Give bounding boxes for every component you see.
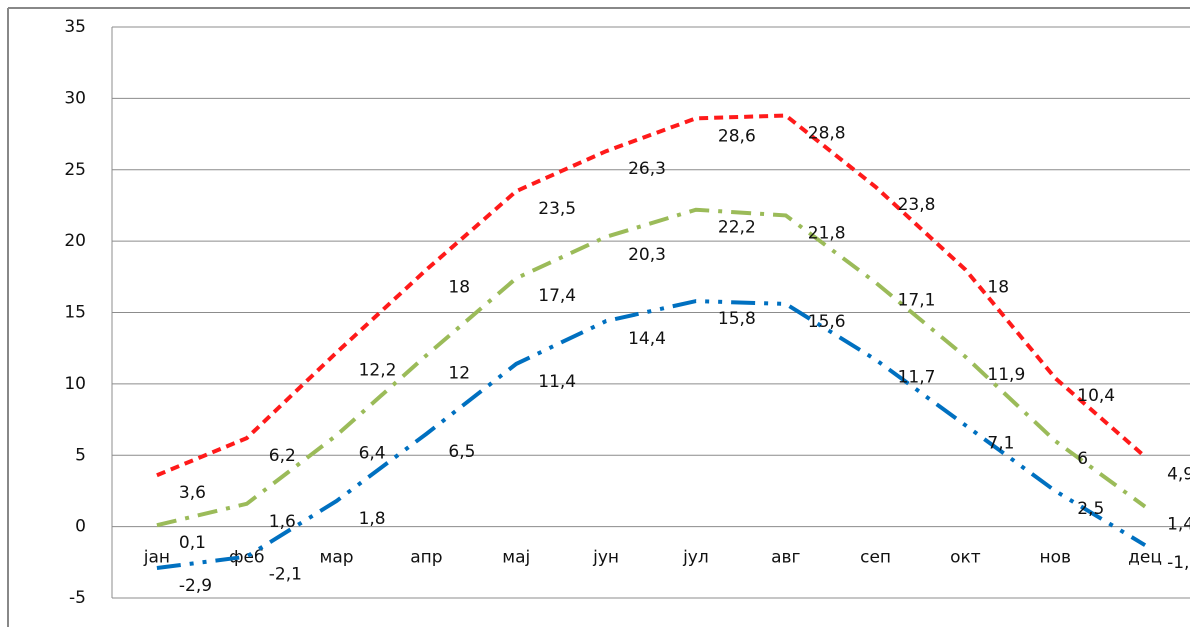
data-label: 15,6 (808, 312, 846, 332)
data-label: 6,4 (359, 443, 386, 463)
series-line (156, 299, 1147, 571)
x-tick-label: јул (682, 548, 709, 568)
data-label: 12,2 (359, 360, 397, 380)
data-label: 4,9 (1167, 465, 1190, 485)
x-tick-label: апр (410, 548, 442, 568)
data-label: -1,3 (1167, 553, 1190, 573)
data-label: 2,5 (1077, 499, 1104, 519)
data-label: 20,3 (628, 245, 666, 265)
data-label: 1,8 (359, 509, 386, 529)
data-label: 21,8 (808, 223, 846, 243)
data-label: 28,6 (718, 126, 756, 146)
data-label: 17,1 (898, 291, 936, 311)
data-label: -2,1 (269, 565, 302, 585)
data-label: 11,4 (538, 372, 576, 392)
x-tick-label: јун (592, 548, 619, 568)
data-label: 12 (448, 363, 470, 383)
data-label: 23,5 (538, 199, 576, 219)
y-tick-label: 20 (64, 231, 86, 251)
x-tick-label: нов (1039, 548, 1071, 568)
x-tick-label: сеп (860, 548, 891, 568)
x-tick-label: мај (502, 548, 530, 568)
series-line (156, 113, 1147, 478)
y-tick-label: 5 (75, 445, 86, 465)
x-tick-label: мар (320, 548, 354, 568)
data-label: 15,8 (718, 309, 756, 329)
data-label: 14,4 (628, 329, 666, 349)
data-label: 3,6 (179, 483, 206, 503)
data-label: 10,4 (1077, 386, 1115, 406)
data-label: 7,1 (987, 433, 1014, 453)
y-tick-label: 25 (64, 160, 86, 180)
data-label: 22,2 (718, 218, 756, 238)
data-label: 11,9 (987, 365, 1025, 385)
x-tick-label: окт (950, 548, 981, 568)
y-tick-label: -5 (69, 588, 86, 608)
data-label: 17,4 (538, 286, 576, 306)
y-tick-label: 10 (64, 374, 86, 394)
x-tick-label: авг (771, 548, 800, 568)
x-tick-label: феб (229, 548, 264, 568)
data-label: 6,5 (448, 442, 475, 462)
y-tick-label: 0 (75, 517, 86, 537)
data-label: 6,2 (269, 446, 296, 466)
y-tick-label: 35 (64, 17, 86, 37)
data-label: 1,4 (1167, 515, 1190, 535)
x-tick-label: јан (143, 548, 170, 568)
data-label: 0,1 (179, 533, 206, 553)
data-label: 28,8 (808, 124, 846, 144)
data-label: 26,3 (628, 159, 666, 179)
data-label: 23,8 (898, 195, 936, 215)
data-label: 18 (987, 278, 1009, 298)
data-label: 1,6 (269, 512, 296, 532)
y-tick-label: 30 (64, 88, 86, 108)
y-tick-label: 15 (64, 303, 86, 323)
data-label: -2,9 (179, 576, 212, 596)
x-tick-label: дец (1128, 548, 1162, 568)
data-label: 6 (1077, 449, 1088, 469)
data-label: 11,7 (898, 368, 936, 388)
data-label: 18 (448, 278, 470, 298)
series-line (156, 207, 1147, 528)
